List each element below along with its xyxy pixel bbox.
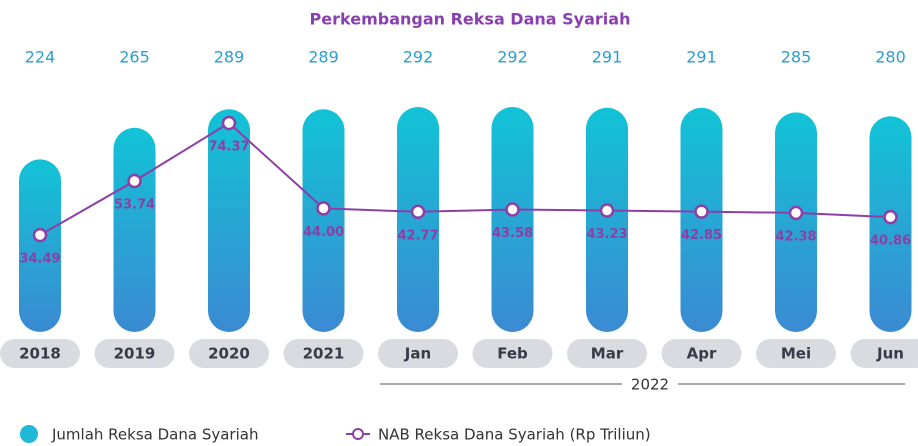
legend-marker [352, 428, 364, 440]
bar-value-label: 289 [214, 48, 245, 67]
bar-value-label: 292 [497, 48, 528, 67]
legend-swatch [20, 425, 38, 443]
x-tick-label: 2018 [19, 345, 61, 363]
line-point [410, 204, 426, 220]
line-value-label: 42.38 [775, 229, 816, 244]
line-value-label: 43.23 [586, 227, 627, 242]
line-value-label: 40.86 [870, 234, 911, 249]
bar-value-label: 224 [25, 48, 56, 67]
category-pill [0, 339, 80, 368]
group-label: 2022 [631, 376, 669, 394]
line-point [221, 115, 237, 131]
bar-value-label: 265 [119, 48, 150, 67]
bar [113, 127, 156, 332]
bar [491, 107, 534, 332]
line-value-label: 42.77 [397, 228, 438, 243]
category-pill [850, 339, 918, 368]
x-tick-label: Feb [497, 345, 528, 363]
line-value-label: 42.85 [681, 228, 722, 243]
category-pill [661, 339, 742, 368]
line-value-label: 53.74 [114, 197, 155, 212]
line-point [694, 204, 709, 219]
bar [586, 107, 628, 333]
bar-value-label: 291 [686, 48, 717, 67]
line-value-label: 43.58 [492, 226, 533, 241]
category-pill [378, 339, 458, 368]
bar-value-label: 289 [308, 48, 339, 67]
line-value-label: 74.37 [208, 140, 249, 155]
line-point [316, 201, 331, 216]
line-value-label: 34.49 [19, 252, 60, 267]
line-point [32, 227, 48, 243]
line-point [505, 202, 520, 217]
bar [680, 107, 723, 333]
category-pill [283, 339, 364, 368]
line-value-label: 44.00 [303, 225, 344, 240]
x-tick-label: 2021 [303, 345, 345, 363]
bar [397, 107, 439, 332]
bar [19, 159, 61, 332]
line-point [599, 203, 615, 218]
bar [302, 109, 345, 332]
line-point [883, 209, 898, 225]
bar-value-label: 285 [781, 48, 812, 67]
x-tick-label: 2019 [114, 345, 156, 363]
line-point [788, 205, 804, 221]
x-tick-label: Mei [781, 345, 811, 363]
category-pill [567, 339, 647, 368]
bar [208, 109, 250, 332]
bar-value-label: 292 [403, 48, 434, 67]
bar-value-label: 280 [875, 48, 906, 67]
legend: Jumlah Reksa Dana Syariah NAB Reksa Dana … [20, 425, 651, 444]
category-pill [94, 339, 175, 368]
legend-label: NAB Reksa Dana Syariah (Rp Triliun) [378, 426, 651, 444]
chart-title: Perkembangan Reksa Dana Syariah [310, 10, 631, 29]
group-label-bg [622, 374, 678, 394]
x-tick-label: 2020 [208, 345, 250, 363]
line-point [127, 173, 142, 189]
bar [775, 112, 817, 333]
category-pill [472, 339, 553, 368]
category-pill [756, 339, 836, 368]
line [39, 121, 891, 236]
bar-value-label: 291 [592, 48, 623, 67]
x-tick-label: Mar [591, 345, 624, 363]
legend-label: Jumlah Reksa Dana Syariah [51, 426, 258, 444]
category-pill [189, 339, 269, 368]
x-tick-label: Jun [876, 345, 904, 363]
x-tick-label: Jan [404, 345, 431, 363]
x-tick-label: Apr [687, 345, 717, 363]
